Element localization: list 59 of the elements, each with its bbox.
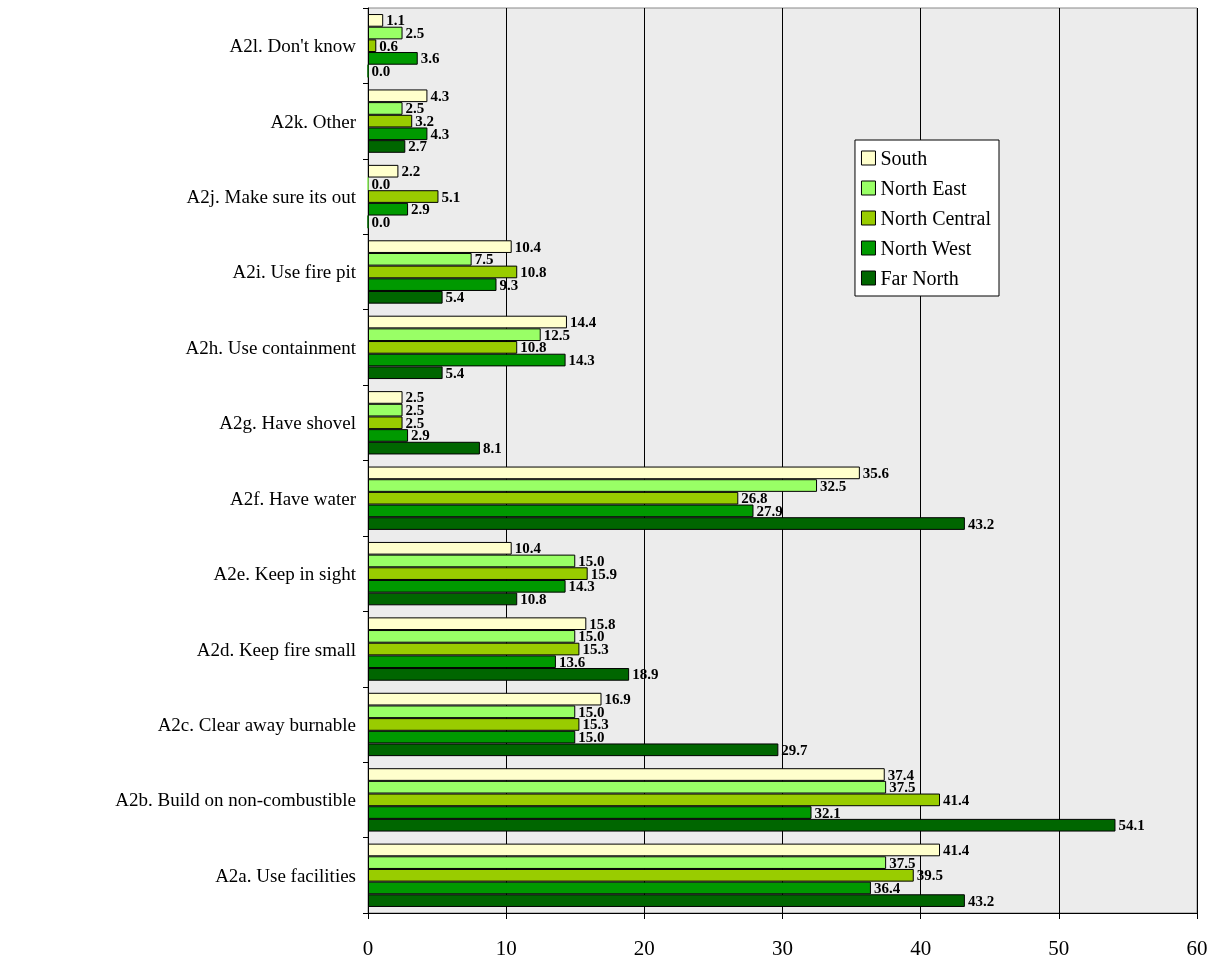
- data-label: 10.8: [520, 590, 547, 607]
- y-tick-label: A2c. Clear away burnable: [157, 713, 356, 735]
- data-label: 2.9: [411, 201, 430, 218]
- x-tick-label: 30: [772, 935, 793, 960]
- data-label: 0.6: [379, 37, 399, 54]
- data-label: 32.5: [820, 477, 847, 494]
- y-tick-label: A2k. Other: [270, 110, 357, 132]
- legend-label: North East: [880, 177, 968, 199]
- y-tick-label: A2i. Use fire pit: [232, 261, 357, 283]
- data-label: 10.4: [514, 540, 542, 557]
- data-label: 32.1: [814, 804, 841, 821]
- data-label: 0.0: [371, 63, 391, 80]
- data-label: 29.7: [781, 741, 809, 758]
- data-label: 35.6: [862, 464, 890, 481]
- data-label: 14.3: [568, 352, 595, 369]
- data-label: 0.0: [371, 175, 391, 192]
- data-label: 0.0: [371, 213, 391, 230]
- data-label: 5.4: [445, 364, 465, 381]
- y-tick-label: A2d. Keep fire small: [196, 638, 356, 660]
- x-tick-label: 50: [1048, 935, 1070, 960]
- legend-label: North Central: [880, 207, 992, 229]
- y-tick-label: A2j. Make sure its out: [186, 186, 357, 208]
- data-label: 14.4: [569, 314, 597, 331]
- data-label: 43.2: [967, 515, 995, 532]
- data-label: 7.5: [474, 251, 494, 268]
- data-label: 2.5: [405, 25, 425, 42]
- legend-label: North West: [880, 237, 972, 259]
- y-tick-label: A2h. Use containment: [185, 336, 357, 358]
- legend-label: South: [880, 147, 928, 169]
- data-label: 5.4: [445, 289, 465, 306]
- data-label: 8.1: [482, 440, 502, 457]
- data-label: 2.7: [408, 138, 428, 155]
- bar: [368, 164, 399, 178]
- data-label: 3.6: [420, 50, 440, 67]
- data-label: 10.8: [520, 263, 547, 280]
- y-tick-label: A2b. Build on non-combustible: [115, 789, 356, 811]
- data-label: 41.4: [943, 791, 970, 808]
- x-tick-label: 20: [633, 935, 655, 960]
- x-tick-label: 10: [495, 935, 517, 960]
- x-tick-label: 40: [910, 935, 932, 960]
- y-tick-label: A2e. Keep in sight: [213, 563, 357, 585]
- legend-label: Far North: [880, 267, 959, 289]
- data-label: 36.4: [873, 879, 901, 896]
- y-tick-label: A2l. Don't know: [229, 35, 357, 57]
- x-tick-label: 0: [362, 935, 374, 960]
- data-label: 2.2: [401, 163, 421, 180]
- data-label: 16.9: [604, 691, 631, 708]
- x-tick-label: 60: [1186, 935, 1208, 960]
- data-label: 41.4: [943, 841, 970, 858]
- y-tick-label: A2a. Use facilities: [215, 864, 356, 886]
- data-label: 54.1: [1118, 817, 1145, 834]
- y-tick-label: A2f. Have water: [229, 487, 357, 509]
- data-label: 1.1: [386, 12, 405, 29]
- y-tick-label: A2g. Have shovel: [219, 412, 356, 434]
- data-label: 5.1: [441, 188, 461, 205]
- data-label: 43.2: [967, 892, 995, 909]
- data-label: 10.4: [514, 238, 542, 255]
- data-label: 4.3: [430, 87, 450, 104]
- data-label: 37.5: [889, 854, 916, 871]
